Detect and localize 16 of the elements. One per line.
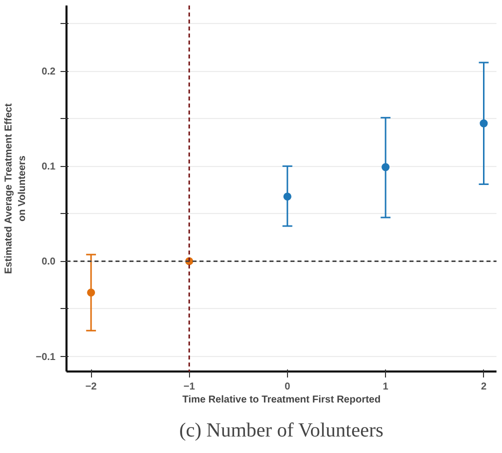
x-tick-label: −2 xyxy=(85,382,98,392)
y-tick-label: 0.1 xyxy=(42,162,56,173)
y-tick-label: 0.2 xyxy=(42,66,56,78)
point xyxy=(382,163,390,172)
text: (c) Number of Volunteers xyxy=(179,420,384,442)
x-tick-label: 0 xyxy=(284,382,291,392)
point xyxy=(283,192,292,201)
y-axis-title: Estimated Average Treatment Effect on Volunteers xyxy=(4,102,28,274)
point xyxy=(87,288,96,297)
point xyxy=(480,119,488,128)
x-tick-label: 2 xyxy=(480,382,487,392)
x-tick-label: −1 xyxy=(184,382,196,392)
x-axis-title: Time Relative to Treatment First Reported xyxy=(182,394,381,406)
x-tick-label: 1 xyxy=(382,382,389,392)
y-tick-label: 0.0 xyxy=(42,256,56,268)
y-tick-label: −0.1 xyxy=(36,352,56,363)
